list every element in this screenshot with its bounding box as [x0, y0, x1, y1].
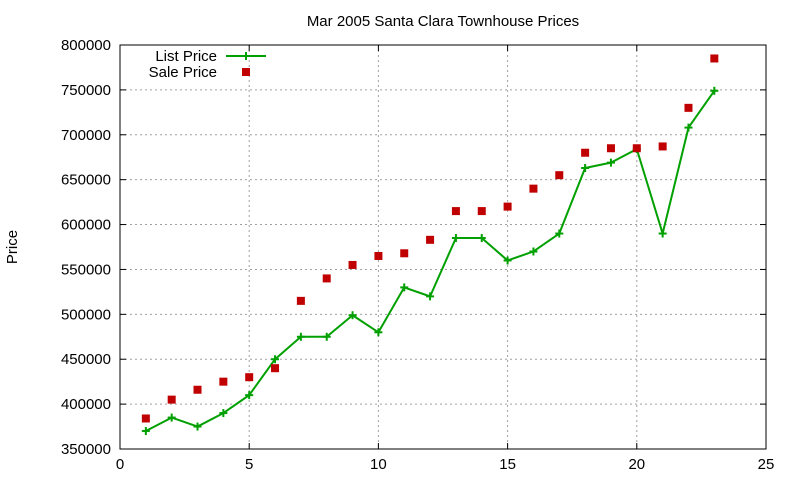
data-point — [529, 247, 538, 256]
plot-frame — [119, 44, 767, 450]
data-point — [710, 86, 719, 95]
x-tick-label: 5 — [245, 456, 253, 473]
data-point — [632, 144, 641, 153]
data-point — [245, 373, 254, 382]
grid-lines — [120, 45, 766, 449]
data-point — [296, 332, 305, 341]
x-tick-label: 10 — [370, 456, 387, 473]
data-point — [348, 311, 357, 320]
data-point — [193, 422, 202, 431]
data-point — [684, 123, 693, 132]
tick-marks — [119, 44, 767, 450]
legend-label: List Price — [155, 48, 217, 65]
data-point — [503, 202, 512, 211]
series-line — [145, 90, 716, 432]
tick-labels: 0 5 10 15 20 25 350000 400000 450000 500000 550000… — [61, 37, 774, 473]
data-point — [167, 395, 176, 404]
chart-title: Mar 2005 Santa Clara Townhouse Prices — [307, 13, 579, 30]
data-point — [710, 54, 719, 63]
y-tick-label: 400000 — [61, 396, 111, 413]
y-tick-label: 550000 — [61, 261, 111, 278]
data-point — [374, 328, 383, 337]
y-tick-label: 350000 — [61, 441, 111, 458]
data-point — [374, 251, 383, 260]
data-point — [581, 163, 590, 172]
data-point — [400, 249, 409, 258]
data-point — [219, 377, 228, 386]
series-1 — [141, 86, 719, 436]
data-point — [296, 296, 305, 305]
data-point — [141, 427, 150, 436]
legend-swatch-marker — [242, 68, 250, 76]
data-point — [503, 256, 512, 265]
data-point — [245, 391, 254, 400]
data-point — [451, 234, 460, 243]
series-2 — [141, 54, 719, 423]
data-point — [684, 103, 693, 112]
data-point — [400, 283, 409, 292]
y-axis-label: Price — [4, 230, 21, 264]
x-tick-label: 0 — [116, 456, 124, 473]
series-layer — [141, 54, 719, 436]
data-point — [606, 158, 615, 167]
x-tick-label: 20 — [628, 456, 645, 473]
data-point — [658, 229, 667, 238]
y-tick-label: 800000 — [61, 37, 111, 54]
data-point — [426, 292, 435, 301]
data-point — [271, 355, 280, 364]
data-point — [271, 364, 280, 373]
data-point — [451, 207, 460, 216]
data-point — [658, 142, 667, 151]
legend-label: Sale Price — [149, 64, 217, 81]
data-point — [477, 234, 486, 243]
legend-swatch-marker — [242, 52, 250, 60]
y-tick-label: 450000 — [61, 351, 111, 368]
data-point — [606, 144, 615, 153]
y-tick-label: 700000 — [61, 127, 111, 144]
data-point — [322, 274, 331, 283]
y-tick-label: 750000 — [61, 82, 111, 99]
y-tick-label: 650000 — [61, 172, 111, 189]
data-point — [219, 409, 228, 418]
data-point — [193, 385, 202, 394]
data-point — [477, 207, 486, 216]
data-point — [555, 229, 564, 238]
y-tick-label: 600000 — [61, 217, 111, 234]
data-point — [348, 260, 357, 269]
x-tick-label: 25 — [758, 456, 775, 473]
data-point — [555, 171, 564, 180]
data-point — [167, 413, 176, 422]
data-point — [529, 184, 538, 193]
data-point — [426, 235, 435, 244]
data-point — [581, 148, 590, 157]
data-point — [141, 414, 150, 423]
data-point — [322, 332, 331, 341]
x-tick-label: 15 — [499, 456, 516, 473]
y-tick-label: 500000 — [61, 306, 111, 323]
